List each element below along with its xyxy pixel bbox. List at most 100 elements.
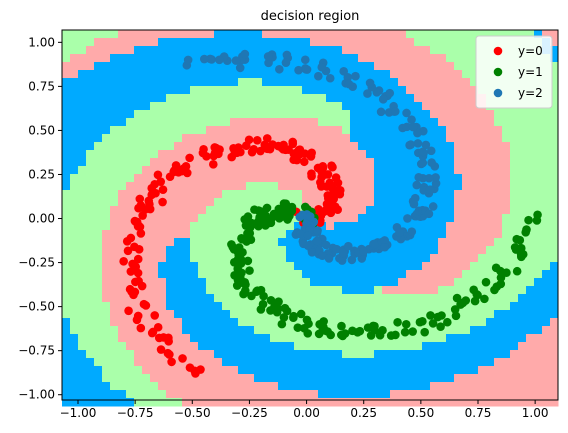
region-cell	[446, 398, 455, 407]
region-cell	[534, 238, 543, 247]
region-cell	[222, 86, 231, 95]
region-cell	[166, 366, 175, 375]
region-cell	[166, 214, 175, 223]
region-cell	[142, 134, 151, 143]
y-tick-label: −0.75	[18, 344, 55, 358]
region-cell	[534, 326, 543, 335]
region-cell	[230, 198, 239, 207]
region-cell	[142, 238, 151, 247]
region-cell	[270, 326, 279, 335]
region-cell	[422, 198, 431, 207]
point-y=2	[281, 58, 291, 67]
region-cell	[302, 190, 311, 199]
region-cell	[94, 182, 103, 191]
region-cell	[126, 110, 135, 119]
point-y=2	[402, 108, 411, 118]
region-cell	[286, 86, 295, 95]
region-cell	[342, 310, 351, 319]
x-tick-label: 0.75	[465, 406, 492, 420]
region-cell	[246, 350, 255, 359]
region-cell	[190, 382, 199, 391]
region-cell	[294, 238, 303, 247]
region-cell	[238, 326, 247, 335]
region-cell	[326, 238, 335, 247]
region-cell	[398, 318, 407, 327]
region-cell	[326, 382, 335, 391]
region-cell	[190, 302, 199, 311]
region-cell	[86, 206, 95, 215]
region-cell	[294, 342, 303, 351]
region-cell	[158, 38, 167, 47]
region-cell	[110, 38, 119, 47]
region-cell	[414, 326, 423, 335]
region-cell	[478, 238, 487, 247]
region-cell	[166, 382, 175, 391]
region-cell	[78, 286, 87, 295]
region-cell	[118, 78, 127, 87]
region-cell	[390, 126, 399, 135]
region-cell	[254, 334, 263, 343]
region-cell	[478, 350, 487, 359]
region-cell	[366, 374, 375, 383]
region-cell	[230, 174, 239, 183]
region-cell	[294, 294, 303, 303]
region-cell	[550, 214, 559, 223]
region-cell	[382, 158, 391, 167]
region-cell	[86, 142, 95, 151]
region-cell	[118, 206, 127, 215]
region-cell	[62, 126, 71, 135]
region-cell	[150, 86, 159, 95]
region-cell	[78, 318, 87, 327]
region-cell	[102, 286, 111, 295]
region-cell	[502, 390, 511, 399]
region-cell	[190, 198, 199, 207]
region-cell	[158, 78, 167, 87]
region-cell	[526, 358, 535, 367]
region-cell	[526, 190, 535, 199]
region-cell	[294, 382, 303, 391]
region-cell	[430, 70, 439, 79]
region-cell	[238, 118, 247, 127]
region-cell	[78, 166, 87, 175]
region-cell	[422, 350, 431, 359]
region-cell	[254, 374, 263, 383]
region-cell	[214, 190, 223, 199]
region-cell	[78, 198, 87, 207]
point-y=2	[385, 88, 395, 98]
region-cell	[158, 294, 167, 303]
region-cell	[302, 38, 311, 47]
point-y=2	[425, 185, 435, 195]
region-cell	[542, 142, 551, 151]
region-cell	[526, 302, 535, 311]
region-cell	[438, 166, 447, 175]
region-cell	[390, 398, 399, 407]
region-cell	[430, 246, 439, 255]
region-cell	[390, 270, 399, 279]
region-cell	[190, 174, 199, 183]
region-cell	[438, 62, 447, 71]
point-y=1	[521, 227, 531, 237]
region-cell	[518, 118, 527, 127]
region-cell	[254, 230, 263, 239]
region-cell	[382, 206, 391, 215]
region-cell	[366, 70, 375, 79]
region-cell	[454, 390, 463, 399]
region-cell	[374, 134, 383, 143]
region-cell	[326, 278, 335, 287]
region-cell	[470, 70, 479, 79]
point-y=2	[413, 139, 423, 148]
region-cell	[134, 294, 143, 303]
region-cell	[246, 70, 255, 79]
region-cell	[318, 102, 327, 111]
region-cell	[62, 102, 71, 111]
region-cell	[494, 182, 503, 191]
region-cell	[414, 30, 423, 39]
region-cell	[422, 358, 431, 367]
region-cell	[502, 230, 511, 239]
region-cell	[534, 190, 543, 199]
region-cell	[62, 30, 71, 39]
region-cell	[486, 222, 495, 231]
region-cell	[166, 374, 175, 383]
region-cell	[494, 382, 503, 391]
region-cell	[254, 62, 263, 71]
